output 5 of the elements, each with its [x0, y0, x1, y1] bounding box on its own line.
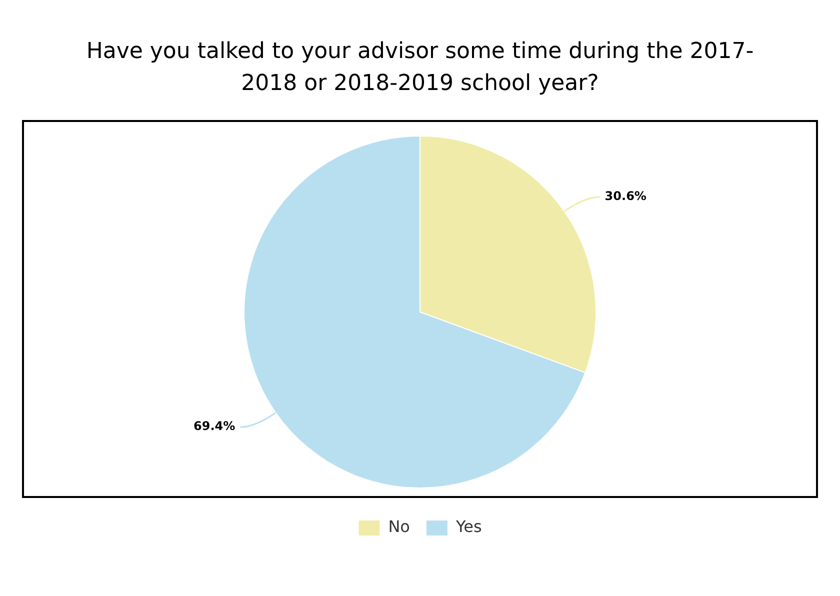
legend-label: Yes [454, 517, 482, 536]
chart-title: Have you talked to your advisor some time during the 2017-2018 or 2018-2019 school year? [85, 38, 755, 98]
data-label: 69.4% [194, 419, 236, 434]
data-label: 30.6% [604, 189, 646, 204]
legend-label: No [388, 517, 410, 536]
